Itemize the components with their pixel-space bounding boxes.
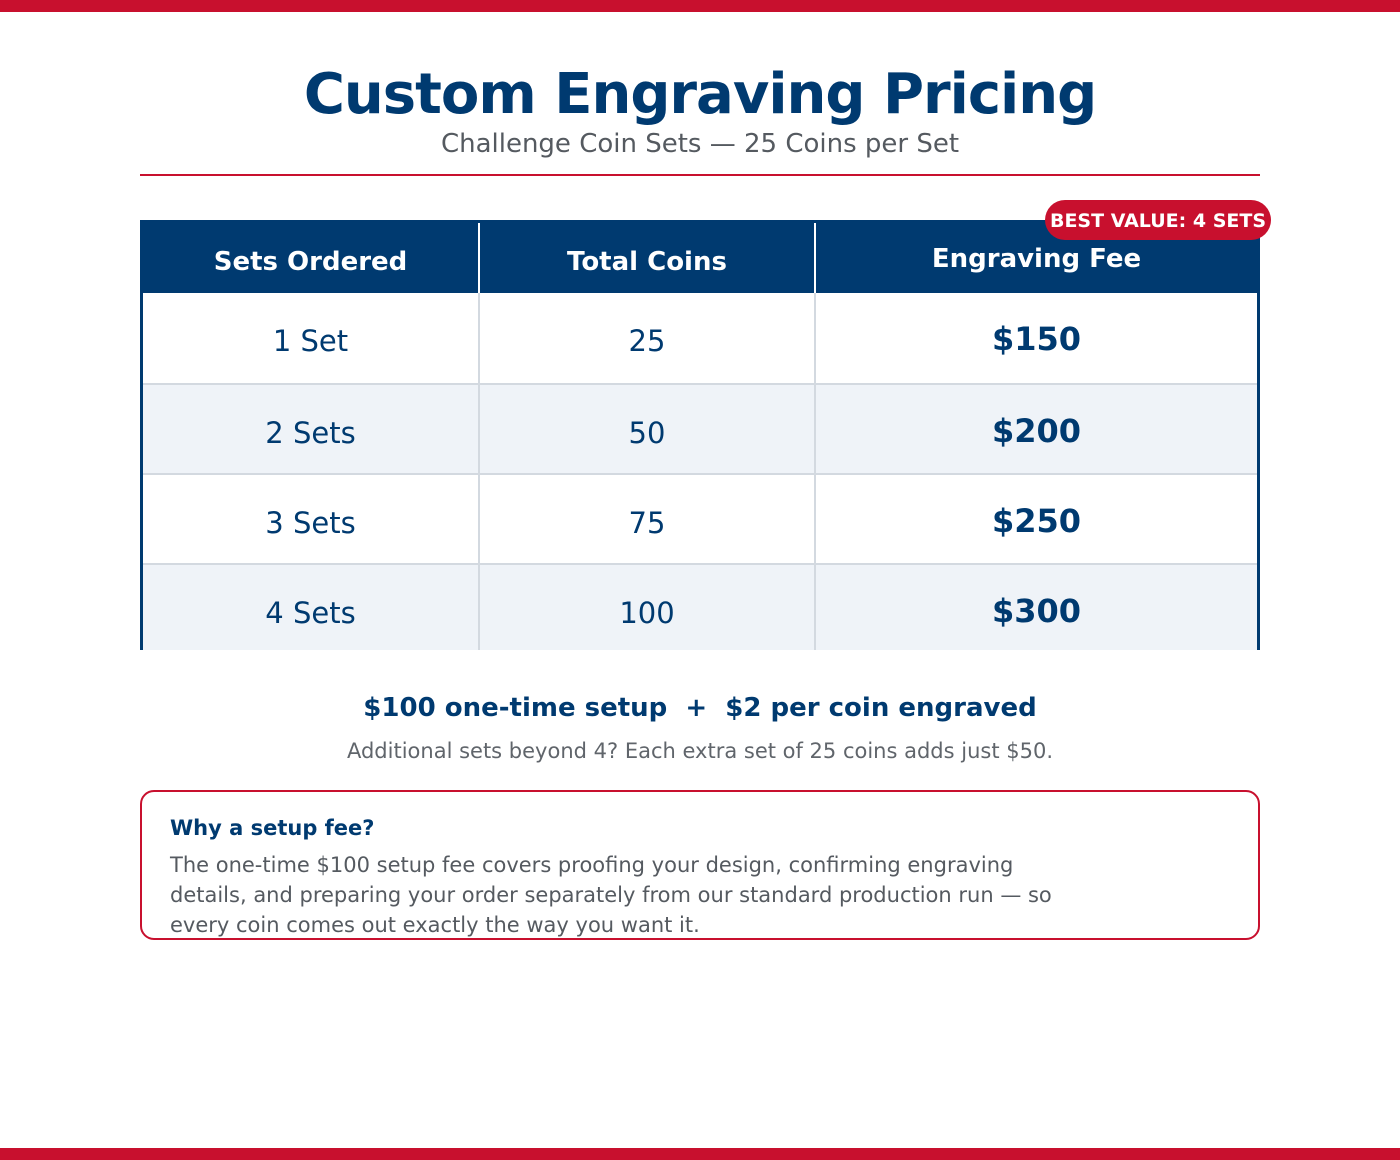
cell-fee: $150: [991, 320, 1082, 358]
header-divider: [814, 223, 816, 293]
column-header-fee: Engraving Fee: [931, 244, 1142, 274]
page-title: Custom Engraving Pricing: [303, 62, 1097, 127]
cell-coins: 50: [628, 416, 666, 450]
bottom-accent-bar: [0, 1148, 1400, 1160]
pricing-table: Sets Ordered Total Coins Engraving Fee 1…: [140, 220, 1260, 650]
table-row: 3 Sets 75 $250: [143, 473, 1257, 563]
callout-title: Why a setup fee?: [170, 816, 375, 840]
column-header-sets: Sets Ordered: [213, 247, 408, 277]
best-value-badge: BEST VALUE: 4 SETS: [1045, 200, 1271, 240]
page-subtitle: Challenge Coin Sets — 25 Coins per Set: [440, 129, 960, 159]
column-divider: [478, 293, 480, 650]
column-header-coins: Total Coins: [567, 247, 727, 277]
cell-coins: 75: [628, 506, 666, 540]
cell-sets: 2 Sets: [265, 416, 356, 450]
cell-sets: 4 Sets: [265, 596, 356, 630]
title-divider: [140, 174, 1260, 176]
additional-sets-note: Additional sets beyond 4? Each extra set…: [346, 739, 1054, 763]
cell-fee: $250: [991, 502, 1082, 540]
callout-body: The one-time $100 setup fee covers proof…: [170, 853, 1052, 937]
pricing-formula: $100 one-time setup + $2 per coin engrav…: [363, 693, 1037, 723]
cell-sets: 1 Set: [272, 324, 349, 358]
cell-fee: $200: [991, 412, 1082, 450]
top-accent-bar: [0, 0, 1400, 12]
cell-sets: 3 Sets: [265, 506, 356, 540]
header-divider: [478, 223, 480, 293]
table-row: 1 Set 25 $150: [143, 293, 1257, 383]
setup-fee-callout: Why a setup fee? The one-time $100 setup…: [140, 790, 1260, 940]
cell-coins: 100: [619, 596, 675, 630]
table-row: 2 Sets 50 $200: [143, 383, 1257, 473]
column-divider: [814, 293, 816, 650]
cell-fee: $300: [991, 592, 1082, 630]
table-row: 4 Sets 100 $300: [143, 563, 1257, 650]
cell-coins: 25: [628, 324, 666, 358]
